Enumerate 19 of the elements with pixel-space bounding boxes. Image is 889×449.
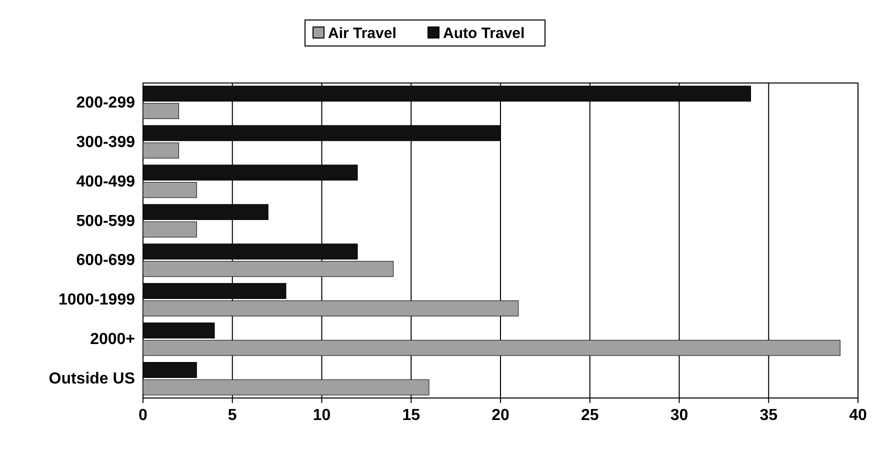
x-tick-label: 0 <box>138 407 148 424</box>
legend-label: Auto Travel <box>443 25 525 42</box>
x-tick-label: 20 <box>492 407 510 424</box>
x-tick-label: 35 <box>760 407 778 424</box>
x-tick-label: 5 <box>228 407 237 424</box>
x-tick-label: 10 <box>312 407 331 424</box>
y-tick-label: 200-299 <box>76 94 136 112</box>
y-tick-label: 600-699 <box>76 252 136 270</box>
x-tick-label: 40 <box>849 407 867 424</box>
y-tick-label: 400-499 <box>76 173 136 190</box>
x-tick-label: 15 <box>402 407 420 424</box>
x-tick-label: 30 <box>670 407 688 424</box>
y-tick-label: 1000-1999 <box>58 292 136 309</box>
legend-label: Air Travel <box>328 25 396 42</box>
y-tick-label: 300-399 <box>76 134 136 151</box>
y-tick-label: 500-599 <box>76 212 136 230</box>
y-tick-label: 2000+ <box>90 331 135 348</box>
y-tick-label: Outside US <box>48 370 136 388</box>
x-tick-label: 25 <box>580 407 599 424</box>
